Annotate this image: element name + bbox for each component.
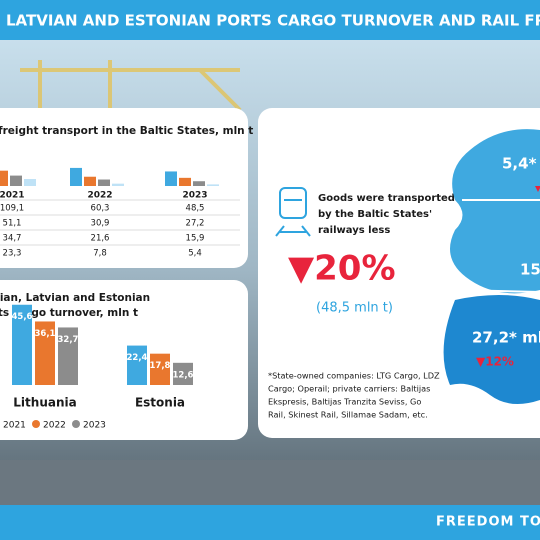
header-title: LATVIAN AND ESTONIAN PORTS CARGO TURNOVE… — [6, 12, 540, 30]
drop-value: ▼20% — [288, 249, 396, 289]
legend-swatch — [32, 420, 40, 428]
value-label: 17,8 — [150, 361, 171, 371]
value-label: 45,6 — [12, 312, 33, 322]
bar — [112, 183, 124, 186]
info-text: by the Baltic States' — [318, 209, 432, 220]
map-label: 15 — [520, 261, 540, 279]
bar — [150, 353, 170, 385]
info-text: railways less — [318, 225, 390, 236]
chart-title: ports cargo turnover, mln t — [0, 307, 138, 319]
bar — [70, 167, 82, 186]
bar — [173, 362, 193, 385]
amount: (48,5 mln t) — [316, 301, 393, 316]
train-icon — [275, 187, 311, 237]
bar — [84, 176, 96, 186]
map-label: 27,2* ml — [472, 329, 540, 347]
map-drop: ▼12% — [476, 355, 514, 369]
chart-title: Rail freight transport in the Baltic Sta… — [0, 125, 253, 137]
legend-label: 2022 — [43, 421, 66, 431]
x-tick-label: 2021 — [0, 191, 25, 201]
map-north — [450, 129, 540, 294]
bar — [58, 327, 78, 385]
bar — [35, 321, 55, 385]
bar — [207, 184, 219, 186]
table-cell: 27,2 — [186, 219, 205, 229]
table-cell: 30,9 — [91, 219, 110, 229]
legend-label: 2021 — [3, 421, 26, 431]
table-cell: 109,1 — [0, 204, 24, 214]
bar — [0, 170, 8, 186]
border — [454, 289, 540, 293]
x-tick-label: 2023 — [182, 191, 207, 201]
legend-label: 2023 — [83, 421, 106, 431]
note: Rail, Skinest Rail, Sillamae Sadam, etc. — [268, 410, 428, 420]
x-tick-label: 2022 — [87, 191, 112, 201]
legend-swatch — [72, 420, 80, 428]
info-text: Goods were transported — [318, 193, 455, 204]
bar — [165, 171, 177, 186]
bar — [127, 345, 147, 385]
table-cell: 21,6 — [91, 234, 110, 244]
note: Ekspresis, Baltijas Tranzita Seviss, Go — [268, 397, 421, 407]
table-cell: 15,9 — [186, 234, 205, 244]
table-cell: 23,3 — [3, 249, 22, 259]
table-cell: 7,8 — [93, 249, 107, 259]
footer-text: FREEDOM TO — [436, 515, 540, 530]
table-cell: 5,4 — [188, 249, 202, 259]
value-label: 12,6 — [173, 370, 194, 380]
table-cell: 34,7 — [3, 234, 22, 244]
value-label: 22,4 — [127, 353, 148, 363]
bar — [24, 179, 36, 186]
bar — [193, 181, 205, 186]
x-tick-label: Estonia — [135, 396, 185, 410]
value-label: 32,7 — [58, 335, 79, 345]
chart-title: Lithuanian, Latvian and Estonian — [0, 292, 150, 304]
header-bar — [0, 0, 540, 40]
map-south — [443, 295, 540, 404]
panel — [0, 108, 248, 268]
bar — [179, 177, 191, 186]
note: *State-owned companies: LTG Cargo, LDZ — [268, 371, 440, 381]
bar — [98, 179, 110, 186]
footer-bar — [0, 505, 540, 540]
marker — [535, 186, 540, 192]
map-label: 5,4* — [502, 155, 537, 173]
table-cell: 48,5 — [186, 204, 205, 214]
value-label: 36,1 — [35, 329, 56, 339]
bar — [10, 175, 22, 186]
road — [0, 460, 540, 510]
crane — [20, 60, 242, 112]
panel — [0, 280, 248, 440]
x-tick-label: Lithuania — [13, 396, 76, 410]
bar — [12, 304, 32, 385]
note: Cargo; Operail; private carriers: Baltij… — [268, 384, 430, 394]
table-cell: 60,3 — [91, 204, 110, 214]
table-cell: 51,1 — [3, 219, 22, 229]
